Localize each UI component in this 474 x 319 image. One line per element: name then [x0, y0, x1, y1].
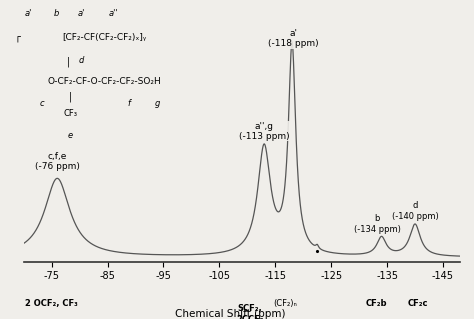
Text: d: d — [79, 56, 84, 65]
Text: CF₂c: CF₂c — [408, 300, 428, 308]
Text: |: | — [69, 92, 72, 102]
Text: a': a' — [25, 9, 32, 18]
Text: (CF₂)ₙ: (CF₂)ₙ — [273, 300, 297, 308]
Text: a': a' — [78, 9, 85, 18]
Text: CF₃: CF₃ — [63, 109, 77, 118]
Text: f: f — [128, 99, 130, 108]
Text: ┌: ┌ — [14, 33, 20, 43]
Text: c: c — [39, 99, 44, 108]
Text: |: | — [67, 56, 70, 67]
Text: c,f,e
(-76 ppm): c,f,e (-76 ppm) — [35, 152, 80, 171]
Text: CF₂b: CF₂b — [365, 300, 387, 308]
Text: SCF₂,
2CCF₂: SCF₂, 2CCF₂ — [237, 304, 264, 319]
Text: a'
(-118 ppm): a' (-118 ppm) — [268, 29, 319, 48]
Text: Chemical Shift (ppm): Chemical Shift (ppm) — [175, 309, 286, 319]
Text: a'',g
(-113 ppm): a'',g (-113 ppm) — [239, 122, 290, 141]
Text: g: g — [155, 99, 160, 108]
Text: d
(-140 ppm): d (-140 ppm) — [392, 201, 438, 221]
Text: b
(-134 ppm): b (-134 ppm) — [354, 214, 401, 234]
Text: e: e — [68, 131, 73, 140]
Text: b: b — [54, 9, 60, 18]
Text: O-CF₂-CF-O-CF₂-CF₂-SO₂H: O-CF₂-CF-O-CF₂-CF₂-SO₂H — [47, 77, 161, 86]
Text: a'': a'' — [109, 9, 118, 18]
Text: 2 OCF₂, CF₃: 2 OCF₂, CF₃ — [25, 300, 78, 308]
Text: [CF₂-CF(CF₂-CF₂)ₓ]ᵧ: [CF₂-CF(CF₂-CF₂)ₓ]ᵧ — [62, 33, 146, 42]
